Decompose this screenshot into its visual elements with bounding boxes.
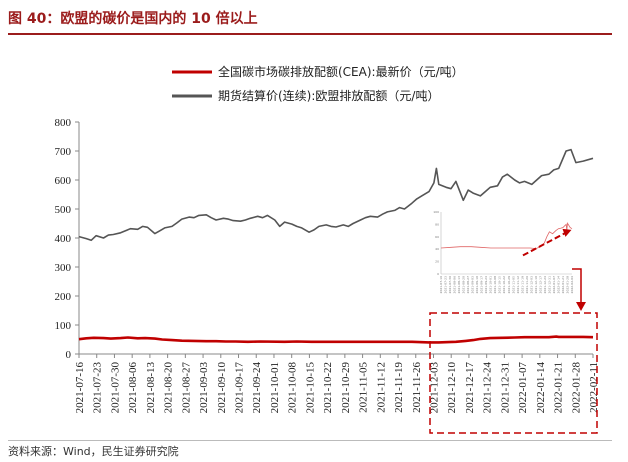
x-tick-label: 2021-08-06 [127, 362, 139, 414]
chart-axes [78, 122, 593, 355]
x-tick-label: 2021-09-24 [251, 362, 263, 414]
figure-title: 图 40：欧盟的碳价是国内的 10 倍以上 [8, 11, 258, 27]
y-tick-label: 200 [55, 291, 72, 303]
inset-x-tick-label: 2021-11-19 [520, 276, 524, 294]
x-tick-label: 2022-01-14 [535, 362, 547, 414]
chart-series [78, 148, 594, 344]
x-tick-label: 2021-12-03 [428, 362, 440, 414]
x-tick-label: 2021-07-30 [109, 362, 121, 414]
inset-x-tick-label: 2021-07-30 [448, 276, 452, 294]
inset-y-tick-label: 80 [435, 222, 439, 226]
x-tick-label: 2022-02-11 [588, 362, 600, 413]
x-tick-label: 2021-11-12 [375, 362, 387, 413]
y-tick-label: 400 [55, 233, 72, 245]
y-axis-ticks: 0 100 200 300 400 500 600 700 800 [55, 117, 79, 361]
inset-chart: 0 20 40 60 80 100 2021-07-16 2021-07-23 2021-07-… [433, 210, 574, 293]
inset-x-tick-label: 2021-12-03 [529, 276, 533, 294]
inset-x-tick-label: 2021-09-24 [484, 276, 488, 294]
x-tick-label: 2021-12-17 [464, 362, 476, 414]
inset-x-tick-label: 2022-02-04 [570, 276, 574, 294]
inset-x-tick-label: 2021-07-23 [444, 276, 448, 294]
inset-y-tick-label: 0 [437, 272, 439, 276]
x-tick-label: 2021-11-05 [358, 362, 370, 413]
y-tick-label: 700 [55, 146, 72, 158]
inset-series-line [440, 221, 573, 250]
y-tick-label: 0 [66, 349, 72, 361]
callout-connector [572, 268, 582, 302]
inset-x-tick-label: 2021-11-12 [516, 276, 520, 294]
x-tick-label: 2022-01-28 [570, 362, 582, 414]
inset-x-tick-label: 2021-12-24 [543, 276, 547, 294]
inset-x-tick-label: 2021-09-03 [471, 276, 475, 294]
x-tick-label: 2021-12-24 [482, 362, 494, 414]
inset-x-tick-label: 2021-12-10 [534, 276, 538, 294]
series-line-eua [78, 148, 594, 242]
inset-x-tick-label: 2021-12-31 [547, 276, 551, 294]
x-tick-label: 2021-10-29 [340, 362, 352, 414]
legend-label-cea: 全国碳市场碳排放配额(CEA):最新价（元/吨） [218, 64, 464, 79]
y-tick-label: 500 [55, 204, 72, 216]
x-tick-label: 2021-09-17 [234, 362, 246, 414]
inset-trend-arrow-line [522, 230, 568, 257]
inset-x-tick-label: 2021-11-05 [511, 276, 515, 294]
highlight-box [429, 312, 598, 434]
x-tick-label: 2021-10-01 [269, 362, 281, 413]
callout-annotation [429, 268, 598, 434]
x-tick-label: 2022-01-21 [553, 362, 565, 413]
inset-trend-arrowhead [562, 228, 572, 237]
line-chart: 全国碳市场碳排放配额(CEA):最新价（元/吨） 期货结算价(连续):欧盟排放配… [55, 64, 600, 434]
series-line-cea [78, 335, 594, 344]
x-tick-label: 2021-08-27 [180, 362, 192, 414]
title-divider [8, 33, 612, 35]
x-tick-label: 2021-10-15 [304, 362, 316, 414]
x-tick-label: 2021-11-19 [393, 362, 405, 413]
inset-x-tick-label: 2021-10-29 [507, 276, 511, 294]
x-tick-label: 2021-12-31 [499, 362, 511, 413]
chart-legend: 全国碳市场碳排放配额(CEA):最新价（元/吨） 期货结算价(连续):欧盟排放配… [172, 64, 464, 103]
x-tick-label: 2021-08-20 [163, 362, 175, 414]
x-tick-label: 2021-11-26 [411, 362, 423, 413]
y-tick-label: 100 [55, 320, 72, 332]
source-divider [8, 440, 612, 441]
x-tick-label: 2021-07-23 [92, 362, 104, 414]
inset-x-tick-label: 2021-10-01 [489, 276, 493, 294]
inset-y-tick-label: 20 [435, 260, 439, 264]
x-axis-ticks: 2021-07-16 2021-07-23 2021-07-30 2021-08-06… [74, 354, 600, 413]
inset-x-tick-label: 2021-08-20 [462, 276, 466, 294]
inset-y-tick-label: 40 [435, 247, 439, 251]
inset-x-tick-label: 2021-08-06 [453, 276, 457, 294]
x-tick-label: 2021-08-13 [145, 362, 157, 414]
inset-x-tick-label: 2021-11-26 [525, 276, 529, 294]
legend-label-eua: 期货结算价(连续):欧盟排放配额（元/吨） [218, 88, 439, 103]
inset-x-tick-label: 2022-01-28 [565, 276, 569, 294]
inset-y-tick-label: 60 [435, 235, 439, 239]
x-tick-label: 2021-10-08 [287, 362, 299, 414]
inset-x-tick-label: 2022-01-14 [556, 276, 560, 294]
inset-x-tick-label: 2021-12-17 [538, 276, 542, 294]
inset-x-tick-label: 2022-01-21 [561, 276, 565, 294]
inset-x-tick-label: 2021-09-10 [475, 276, 479, 294]
y-tick-label: 600 [55, 175, 72, 187]
y-tick-label: 300 [55, 262, 72, 274]
inset-x-tick-label: 2022-01-07 [552, 276, 556, 294]
x-tick-label: 2021-10-22 [322, 362, 334, 413]
x-tick-label: 2021-12-10 [446, 362, 458, 414]
inset-x-tick-label: 2021-09-17 [480, 276, 484, 294]
inset-x-tick-label: 2021-10-08 [493, 276, 497, 294]
inset-x-tick-label: 2021-10-22 [502, 276, 506, 294]
inset-x-tick-label: 2021-07-16 [439, 276, 443, 294]
inset-y-tick-label: 100 [433, 210, 439, 214]
y-tick-label: 800 [55, 117, 72, 129]
inset-x-tick-label: 2021-08-27 [466, 276, 470, 294]
x-tick-label: 2021-07-16 [74, 362, 86, 414]
callout-arrowhead [576, 302, 586, 311]
x-tick-label: 2021-09-10 [216, 362, 228, 414]
x-tick-label: 2022-01-07 [517, 362, 529, 414]
inset-x-tick-label: 2021-10-15 [498, 276, 502, 294]
figure-source: 资料来源：Wind，民生证券研究院 [8, 445, 179, 458]
x-tick-label: 2021-09-03 [198, 362, 210, 414]
inset-x-tick-label: 2021-08-13 [457, 276, 461, 294]
